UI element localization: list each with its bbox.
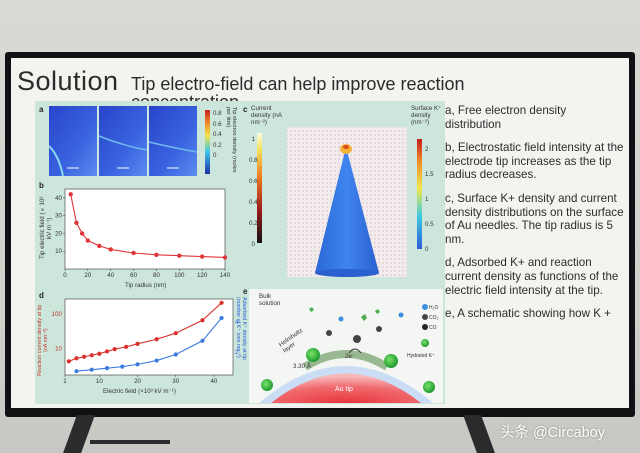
panel-b-chart: 0 20 40 60 80 100 120 140 10 20 30 40 <box>55 188 231 279</box>
panel-b-y-tick-label: 30 <box>55 213 62 220</box>
panel-a-colorbar-ticks: 0.8 0.6 0.4 0.2 0 <box>213 110 222 159</box>
watermark: 头条 @Circaboy <box>500 425 605 441</box>
panel-e-au-tip-label: Au tip <box>335 386 353 393</box>
panel-a-density-maps <box>49 106 210 177</box>
tv-stand-bar <box>90 440 170 444</box>
panel-b-label: b <box>39 181 44 190</box>
panel-b-x-tick-label: 100 <box>174 272 185 279</box>
panel-b-x-tick-label: 120 <box>197 272 208 279</box>
panel-d-point-1 <box>173 352 178 357</box>
panel-d-x-tick-label: 40 <box>210 378 217 385</box>
panel-a-colorbar-label: Tip electron density (moles per litre) <box>225 107 237 173</box>
panel-b-point <box>177 253 182 258</box>
panel-d-ylabel-right: Adsorbed K⁺ density at tip (number of K⁺… <box>235 297 247 360</box>
panel-b-x-tick-label: 0 <box>63 272 67 279</box>
panel-b-x-tick-label: 60 <box>130 272 137 279</box>
panel-a-label: a <box>39 105 44 114</box>
panel-c-right-ticks: 2 1.5 1 0.5 0 <box>425 146 434 253</box>
panel-b-point <box>131 250 136 256</box>
panel-b-y-tick-label: 40 <box>55 195 62 202</box>
panel-d-xlabel: Electric field (×10³ kV m⁻¹) <box>103 388 176 395</box>
panel-b-x-tick-label: 20 <box>84 272 91 279</box>
tv-stand-right <box>463 415 495 453</box>
panel-d-point-1 <box>120 364 125 369</box>
panel-e-electrons-label: 2e⁻ <box>345 353 356 360</box>
panel-d-point-0 <box>112 347 117 352</box>
panel-d-x-tick-label: 20 <box>134 378 141 385</box>
panel-d-plot-area <box>64 298 234 376</box>
panel-d-point-0 <box>74 356 79 361</box>
panel-b-point <box>97 243 102 249</box>
slide-subtitle-cut: concentration <box>131 92 240 102</box>
panel-d-label: d <box>39 291 44 300</box>
note-e: e, A schematic showing how K + <box>445 307 611 321</box>
slide-subtitle: Tip electro-field can help improve react… <box>131 74 465 94</box>
panel-d-point-0 <box>154 337 159 342</box>
panel-e-label: e <box>243 287 248 296</box>
note-c: c, Surface K+ density and current densit… <box>445 191 624 246</box>
panel-d-point-1 <box>219 315 224 321</box>
panel-d-point-0 <box>97 351 102 356</box>
panel-d-x-tick-label: 1 <box>63 378 67 385</box>
panel-c-left-ticks: 1 0.8 0.6 0.4 0.2 0 <box>249 136 258 248</box>
panel-d-y-right-tick-label: 2 <box>235 349 239 356</box>
panel-d-point-0 <box>81 354 87 359</box>
panel-d-point-1 <box>135 362 140 367</box>
research-figure: a 0.8 0.6 0.4 0.2 <box>35 101 445 404</box>
panel-e-bulk-label: Bulk solution <box>259 293 281 307</box>
panel-d-x-tick-label: 10 <box>96 378 103 385</box>
panel-e-legend-k: Hydrated K⁺ <box>407 353 435 359</box>
panel-b-ylabel: Tip electric field (×10³ kV m⁻¹) <box>39 196 53 260</box>
panel-d-point-0 <box>135 341 140 346</box>
panel-c-left-label: Current density (nA nm⁻²) <box>251 105 282 126</box>
panel-d-x-tick-label: 30 <box>172 378 179 385</box>
tv-logo <box>300 408 340 414</box>
panel-d-point-1 <box>200 338 205 343</box>
panel-e-legend: H₂O CO₂ CO <box>429 305 439 331</box>
panel-b-y-tick-label: 10 <box>55 248 62 255</box>
panel-b-point <box>222 255 228 260</box>
panel-b-point <box>74 220 79 225</box>
panel-b-y-tick-label: 20 <box>55 230 62 237</box>
panel-d-point-0 <box>89 353 94 358</box>
slide-screen: Solution Tip electro-field can help impr… <box>11 58 629 408</box>
panel-d-point-0 <box>219 300 224 305</box>
panel-d-y-tick-label: 100 <box>52 311 63 318</box>
panel-b-x-tick-label: 80 <box>153 272 160 279</box>
panel-b-point <box>85 238 91 243</box>
panel-e-distance-label: 3.30 Å <box>293 363 311 370</box>
panel-d-y-tick-label: 10 <box>55 345 62 352</box>
panel-d-point-1 <box>89 367 94 372</box>
panel-b-point <box>68 192 73 197</box>
panel-d-point-0 <box>66 359 71 364</box>
panel-b-xlabel: Tip radius (nm) <box>125 282 167 289</box>
note-d: d, Adsorbed K+ and reaction current dens… <box>445 256 619 297</box>
panel-d-point-1 <box>154 358 159 363</box>
panel-d-point-0 <box>173 331 178 336</box>
panel-c-label: c <box>243 105 248 114</box>
tv-stand-left <box>63 415 95 453</box>
panel-d-point-0 <box>123 344 129 349</box>
note-b: b, Electrostatic field intensity at the … <box>445 141 624 182</box>
panel-b-x-tick-label: 140 <box>220 272 231 279</box>
panel-b-point <box>79 231 85 236</box>
panel-d-ylabel: Reaction current density at tip (nA nm⁻²… <box>37 304 49 376</box>
panel-d-chart: 1 10 20 30 40 10 100 2 4 <box>52 298 239 385</box>
panel-b-x-tick-label: 40 <box>107 272 114 279</box>
panel-e-schematic <box>249 289 443 403</box>
slide-title: Solution <box>17 66 119 96</box>
panel-b-point <box>199 254 205 259</box>
panel-d-point-1 <box>74 369 79 374</box>
panel-d-point-0 <box>200 318 205 323</box>
panel-b-point <box>154 252 159 257</box>
panel-c-cone-diagram <box>257 127 422 277</box>
panel-b-plot-area <box>64 188 226 270</box>
panel-c-right-label: Surface K⁺ density (nm⁻²) <box>411 105 442 126</box>
panel-d-y-right-tick-label: 4 <box>235 319 239 326</box>
panel-b-point <box>108 247 113 252</box>
panel-d-point-0 <box>104 349 110 354</box>
note-a: a, Free electron density distribution <box>445 104 567 131</box>
panel-d-point-1 <box>104 366 110 371</box>
slide-notes: a, Free electron density distribution b,… <box>445 104 625 331</box>
